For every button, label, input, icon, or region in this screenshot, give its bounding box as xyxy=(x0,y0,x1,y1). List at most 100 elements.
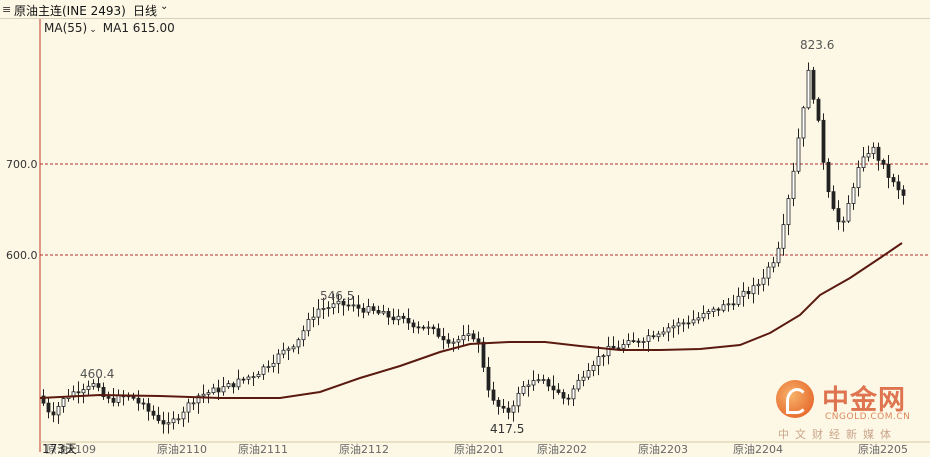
candle-body xyxy=(411,322,416,328)
candle-body xyxy=(151,410,156,416)
candle-body xyxy=(391,316,396,321)
candle-body xyxy=(421,326,426,329)
candle-body xyxy=(166,422,171,425)
candle-body xyxy=(51,411,56,416)
candle-body xyxy=(801,107,806,139)
candle-body xyxy=(466,333,471,336)
candle-body xyxy=(181,411,186,420)
chevron-down-icon[interactable]: ⌄ xyxy=(160,1,169,12)
candle-body xyxy=(846,203,851,222)
y-tick-label-700: 700.0 xyxy=(6,158,38,171)
watermark-slogan: 中文财经新媒体 xyxy=(778,428,897,441)
candle-body xyxy=(306,318,311,332)
candle-body xyxy=(781,224,786,249)
watermark-brand: 中金网 xyxy=(822,385,906,416)
candle-body xyxy=(841,220,846,223)
candle-body xyxy=(826,161,831,193)
y-tick-label-600: 600.0 xyxy=(6,249,38,262)
candle-body xyxy=(46,402,51,413)
candle-body xyxy=(356,304,361,309)
chevron-down-icon[interactable]: ⌄ xyxy=(89,25,97,35)
ma-label[interactable]: MA(55) xyxy=(44,21,88,35)
candle-body xyxy=(696,317,701,321)
period-selector[interactable]: 日线 xyxy=(133,4,158,18)
candle-body xyxy=(691,319,696,324)
candle-body xyxy=(236,378,241,388)
candle-body xyxy=(286,348,291,351)
cngold-logo-icon xyxy=(776,380,814,418)
candle-body xyxy=(436,328,441,337)
candle-body xyxy=(311,316,316,320)
x-tick-label: 原油2202 xyxy=(537,443,587,456)
candle-body xyxy=(711,308,716,312)
candle-body xyxy=(446,339,451,344)
candle-body xyxy=(856,167,861,189)
candle-body xyxy=(516,392,521,407)
candle-body xyxy=(56,406,61,416)
candle-body xyxy=(681,322,686,325)
days-count-label: 173天 xyxy=(42,442,77,456)
candle-body xyxy=(576,379,581,390)
candle-body xyxy=(266,366,271,368)
candle-body xyxy=(591,364,596,371)
candle-body xyxy=(611,345,616,349)
candle-body xyxy=(701,313,706,319)
candle-body xyxy=(406,318,411,324)
candle-body xyxy=(201,393,206,397)
candle-body xyxy=(476,338,481,343)
candle-body xyxy=(296,339,301,348)
candle-body xyxy=(396,315,401,321)
candle-body xyxy=(641,341,646,343)
candle-body xyxy=(526,384,531,387)
instrument-title[interactable]: 原油主连(INE 2493) xyxy=(14,4,126,18)
watermark: 中金网 CNGOLD.COM.CN 中文财经新媒体 xyxy=(774,378,924,442)
x-tick-label: 原油2203 xyxy=(638,443,688,456)
candle-body xyxy=(451,341,456,344)
candle-body xyxy=(551,385,556,391)
ma-value: MA1 615.00 xyxy=(102,21,175,35)
candle-body xyxy=(786,198,791,226)
candle-body xyxy=(341,300,346,306)
candle-body xyxy=(176,418,181,421)
candle-body xyxy=(811,69,816,100)
x-tick-label: 原油2201 xyxy=(454,443,504,456)
candle-body xyxy=(861,156,866,168)
candle-body xyxy=(416,326,421,329)
candle-body xyxy=(741,290,746,297)
candle-body xyxy=(891,177,896,183)
candle-body xyxy=(716,308,721,311)
x-tick-label: 原油2110 xyxy=(157,443,207,456)
candle-body xyxy=(361,307,366,313)
grip-lines-icon[interactable]: ≡ xyxy=(2,3,12,16)
candle-body xyxy=(556,389,561,393)
candle-body xyxy=(221,386,226,393)
candle-body xyxy=(731,303,736,306)
chart-header: ≡ 原油主连(INE 2493) 日线 ⌄ xyxy=(0,0,930,19)
candle-body xyxy=(351,304,356,307)
candle-body xyxy=(631,340,636,343)
x-tick-label: 原油2205 xyxy=(858,443,908,456)
candle-body xyxy=(261,366,266,375)
candle-body xyxy=(816,98,821,121)
candle-body xyxy=(901,189,906,196)
candle-body xyxy=(771,262,776,268)
candle-body xyxy=(521,385,526,394)
candle-body xyxy=(561,392,566,399)
left-high-annotation: 460.4 xyxy=(80,367,115,381)
candle-body xyxy=(366,306,371,313)
candle-body xyxy=(116,395,121,403)
candle-body xyxy=(336,300,341,305)
candle-body xyxy=(41,395,46,404)
candle-body xyxy=(881,159,886,165)
candle-body xyxy=(186,402,191,413)
x-tick-label: 原油2112 xyxy=(339,443,389,456)
candle-body xyxy=(241,378,246,381)
candle-body xyxy=(326,307,331,309)
candle-body xyxy=(756,283,761,287)
candle-body xyxy=(346,304,351,307)
candle-body xyxy=(806,69,811,109)
candle-body xyxy=(661,331,666,335)
candle-body xyxy=(656,333,661,338)
candle-body xyxy=(821,119,826,163)
peak-annotation: 546.5 xyxy=(320,289,355,303)
